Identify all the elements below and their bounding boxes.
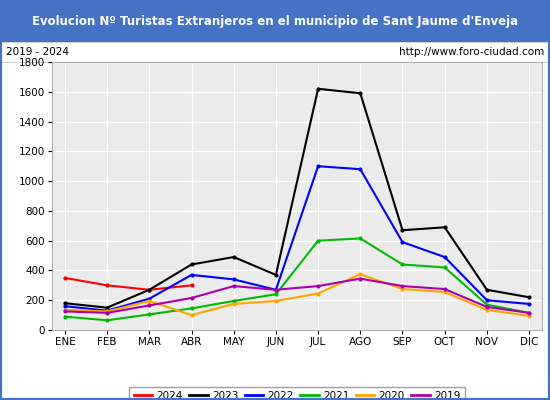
- Text: 2019 - 2024: 2019 - 2024: [6, 47, 69, 57]
- Legend: 2024, 2023, 2022, 2021, 2020, 2019: 2024, 2023, 2022, 2021, 2020, 2019: [129, 387, 465, 400]
- Text: http://www.foro-ciudad.com: http://www.foro-ciudad.com: [399, 47, 544, 57]
- Text: Evolucion Nº Turistas Extranjeros en el municipio de Sant Jaume d'Enveja: Evolucion Nº Turistas Extranjeros en el …: [32, 14, 518, 28]
